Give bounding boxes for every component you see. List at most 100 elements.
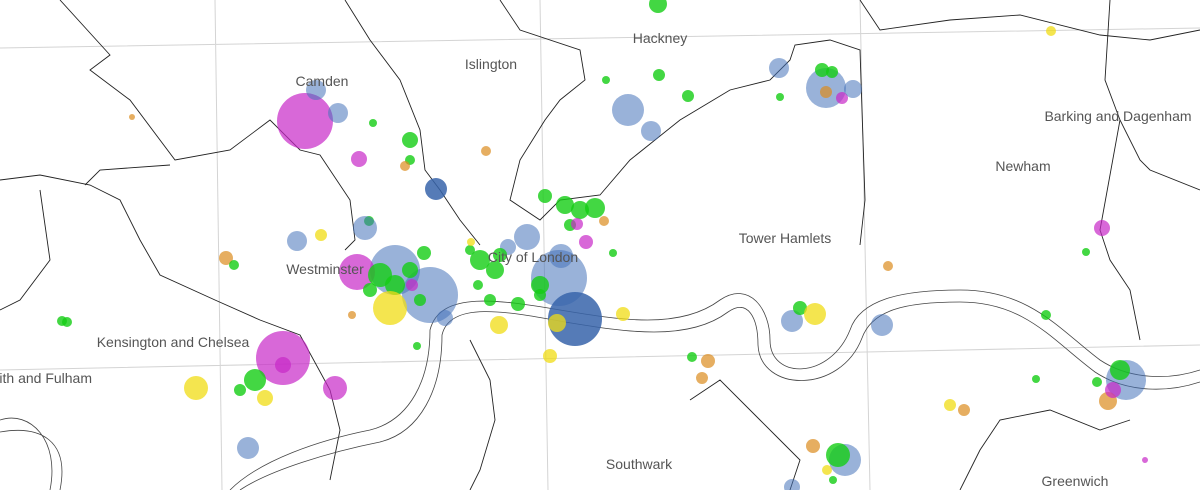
marker xyxy=(534,289,546,301)
borough-label: Kensington and Chelsea xyxy=(97,334,250,350)
marker xyxy=(369,119,377,127)
marker xyxy=(306,80,326,100)
river-bank xyxy=(239,301,1200,490)
borough-label: City of London xyxy=(488,249,578,265)
marker xyxy=(62,317,72,327)
boundary xyxy=(859,0,1200,41)
marker xyxy=(493,248,507,262)
marker xyxy=(353,216,377,240)
marker xyxy=(470,250,490,270)
marker xyxy=(184,376,208,400)
marker xyxy=(402,262,418,278)
borough-label: Westminster xyxy=(286,261,364,277)
boundary xyxy=(959,409,1131,490)
marker xyxy=(696,372,708,384)
marker xyxy=(465,245,475,255)
marker xyxy=(277,93,333,149)
marker xyxy=(129,114,135,120)
boundary xyxy=(499,0,866,246)
boundary xyxy=(0,174,341,481)
river-bank xyxy=(0,417,63,490)
marker xyxy=(944,399,956,411)
marker xyxy=(531,276,549,294)
boundary xyxy=(1104,0,1200,191)
marker xyxy=(486,261,504,279)
marker xyxy=(1105,382,1121,398)
marker xyxy=(1142,457,1148,463)
marker xyxy=(844,80,862,98)
marker xyxy=(781,310,803,332)
marker xyxy=(339,254,375,290)
borough-label: Southwark xyxy=(606,456,673,472)
marker xyxy=(612,94,644,126)
boundary xyxy=(59,0,356,251)
marker xyxy=(417,246,431,260)
river xyxy=(0,289,1200,490)
marker xyxy=(406,279,418,291)
boundary xyxy=(689,379,801,490)
marker xyxy=(413,342,421,350)
marker xyxy=(543,349,557,363)
marker xyxy=(571,218,583,230)
boundary xyxy=(1099,119,1141,341)
marker xyxy=(437,310,453,326)
marker xyxy=(219,251,233,265)
marker xyxy=(402,132,418,148)
borough-label: Hammersmith and Fulham xyxy=(0,370,92,386)
marker xyxy=(275,357,291,373)
marker xyxy=(958,404,970,416)
borough-label: Islington xyxy=(465,56,517,72)
marker xyxy=(473,280,483,290)
marker xyxy=(571,201,589,219)
marker xyxy=(1092,377,1102,387)
marker xyxy=(548,314,566,332)
marker xyxy=(237,437,259,459)
marker xyxy=(328,103,348,123)
marker xyxy=(804,303,826,325)
river-bank xyxy=(229,289,1200,490)
marker xyxy=(425,178,447,200)
marker xyxy=(682,90,694,102)
marker xyxy=(1082,248,1090,256)
marker xyxy=(400,161,410,171)
marker xyxy=(769,58,789,78)
marker xyxy=(373,291,407,325)
marker xyxy=(257,390,273,406)
marker xyxy=(1110,360,1130,380)
boundary xyxy=(344,0,481,246)
marker xyxy=(287,231,307,251)
marker xyxy=(776,93,784,101)
marker xyxy=(653,69,665,81)
borough-label: Hackney xyxy=(633,30,687,46)
marker xyxy=(351,151,367,167)
marker xyxy=(793,301,807,315)
marker xyxy=(871,314,893,336)
marker xyxy=(836,92,848,104)
marker xyxy=(323,376,347,400)
marker xyxy=(363,283,377,297)
borough-label: Newham xyxy=(995,158,1050,174)
marker xyxy=(826,443,850,467)
boundary xyxy=(84,164,171,186)
marker xyxy=(815,63,829,77)
marker xyxy=(548,292,602,346)
marker xyxy=(467,238,475,246)
marker xyxy=(481,146,491,156)
borough-label: Greenwich xyxy=(1042,473,1109,489)
marker xyxy=(385,275,405,295)
marker xyxy=(556,196,574,214)
marker xyxy=(822,465,832,475)
marker xyxy=(514,224,540,250)
marker xyxy=(244,369,266,391)
marker xyxy=(784,479,800,490)
marker xyxy=(490,316,508,334)
marker xyxy=(229,260,239,270)
marker xyxy=(484,294,496,306)
marker xyxy=(599,216,609,226)
marker xyxy=(829,476,837,484)
marker xyxy=(616,307,630,321)
